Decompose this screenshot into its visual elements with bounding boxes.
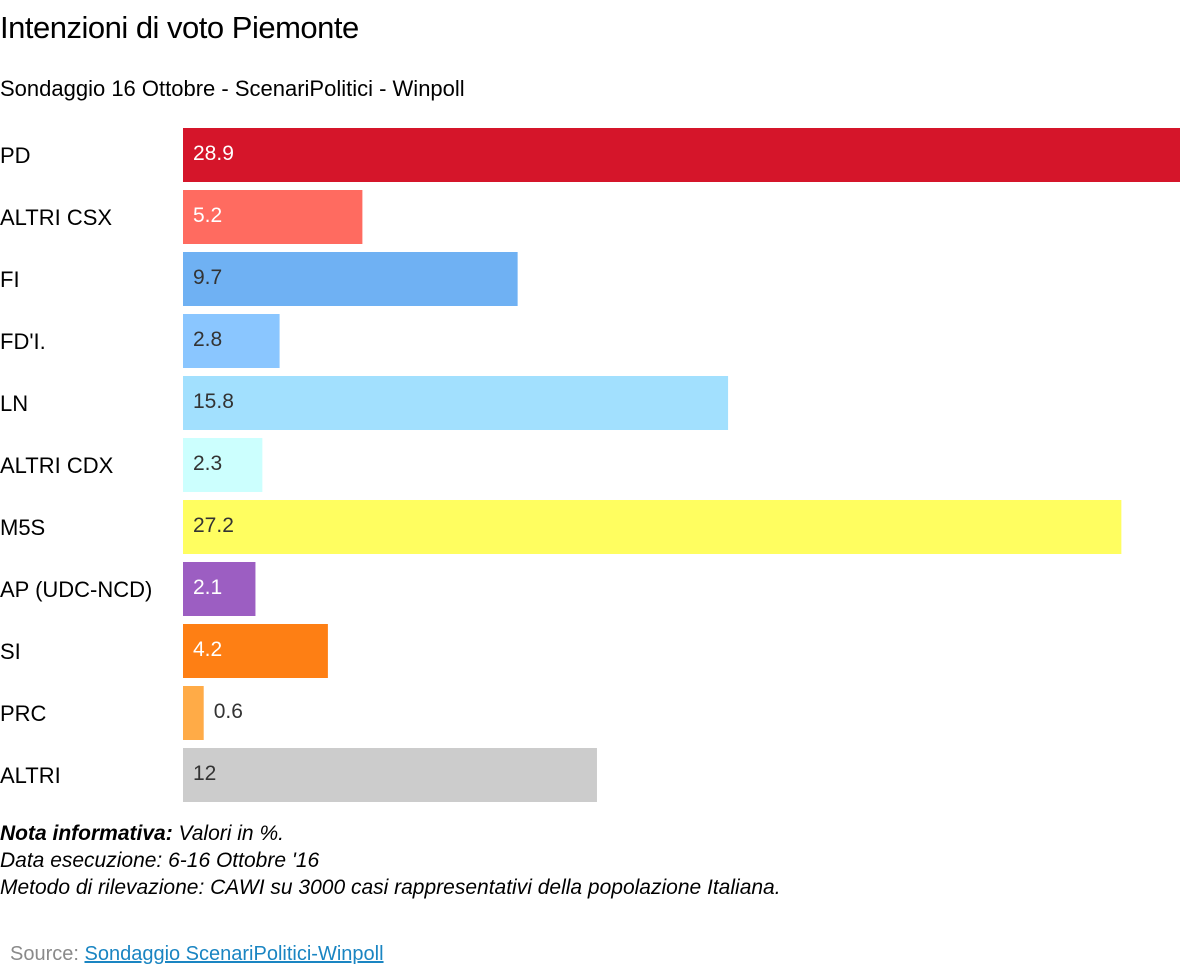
- category-label-si: SI: [0, 639, 21, 664]
- value-label-si: 4.2: [193, 638, 222, 661]
- bar-altri-csx: [183, 190, 363, 244]
- notes-line-1: Nota informativa: Valori in %.: [0, 820, 781, 847]
- category-label-m5s: M5S: [0, 515, 45, 540]
- value-label-m5s: 27.2: [193, 514, 234, 537]
- notes-line-2: Data esecuzione: 6-16 Ottobre '16: [0, 849, 320, 872]
- value-label-altri-csx: 5.2: [193, 204, 222, 227]
- category-label-ln: LN: [0, 391, 28, 416]
- source-label: Source:: [10, 943, 85, 965]
- value-label-ap-udc-ncd: 2.1: [193, 576, 222, 599]
- notes-label: Nota informativa:: [0, 822, 173, 845]
- category-label-altri-cdx: ALTRI CDX: [0, 453, 114, 478]
- bar-ap-udc-ncd: [183, 562, 256, 616]
- bar-altri: [183, 748, 597, 802]
- value-label-altri-cdx: 2.3: [193, 452, 222, 475]
- notes: Nota informativa: Valori in %. Data esec…: [0, 820, 781, 901]
- bar-m5s: [183, 500, 1122, 554]
- bar-fd-i: [183, 314, 280, 368]
- source-link[interactable]: Sondaggio ScenariPolitici-Winpoll: [84, 943, 384, 965]
- category-label-altri-csx: ALTRI CSX: [0, 205, 112, 230]
- bar-ln: [183, 376, 729, 430]
- value-label-prc: 0.6: [214, 700, 243, 723]
- category-label-prc: PRC: [0, 701, 47, 726]
- value-label-fd-i: 2.8: [193, 328, 222, 351]
- chart-subtitle: Sondaggio 16 Ottobre - ScenariPolitici -…: [0, 76, 465, 101]
- value-label-altri: 12: [193, 762, 216, 785]
- value-label-pd: 28.9: [193, 142, 234, 165]
- value-label-ln: 15.8: [193, 390, 234, 413]
- category-label-fi: FI: [0, 267, 20, 292]
- bar-pd: [183, 128, 1180, 182]
- value-label-fi: 9.7: [193, 266, 222, 289]
- bar-prc: [183, 686, 204, 740]
- chart-title: Intenzioni di voto Piemonte: [0, 10, 359, 45]
- bar-chart: PD 28.9 ALTRI CSX 5.2 FI 9.7 FD'I. 2.8 LN 15.8 ALT…: [0, 128, 1180, 802]
- category-label-ap-udc-ncd: AP (UDC-NCD): [0, 577, 152, 602]
- notes-units: Valori in %.: [172, 822, 284, 845]
- source-credit: Source: Sondaggio ScenariPolitici-Winpol…: [10, 943, 384, 966]
- bar-altri-cdx: [183, 438, 263, 492]
- category-label-altri: ALTRI: [0, 763, 61, 788]
- notes-line-3: Metodo di rilevazione: CAWI su 3000 casi…: [0, 876, 781, 899]
- bar-fi: [183, 252, 518, 306]
- category-label-fd-i: FD'I.: [0, 329, 46, 354]
- bar-si: [183, 624, 328, 678]
- category-label-pd: PD: [0, 143, 31, 168]
